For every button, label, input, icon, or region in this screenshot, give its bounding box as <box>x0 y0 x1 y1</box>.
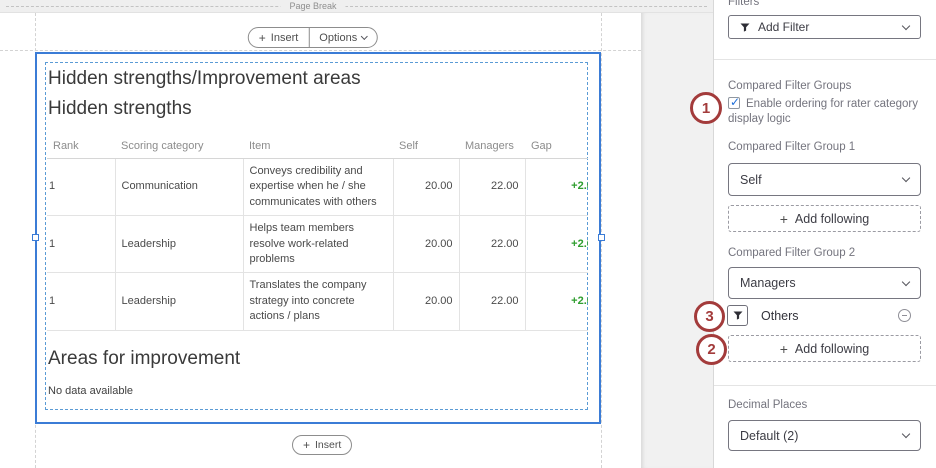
cell-managers: 22.00 <box>458 215 526 274</box>
enable-ordering-checkbox[interactable]: ✓ <box>728 95 741 109</box>
annotation-circle-2: 2 <box>696 334 727 365</box>
add-filter-label: Add Filter <box>758 20 810 34</box>
bottom-insert-toolbar: + Insert <box>292 435 353 455</box>
top-margin-guide <box>0 50 641 51</box>
section-title-areas-for-improvement: Areas for improvement <box>48 348 241 369</box>
add-following-label: Add following <box>794 341 870 356</box>
cell-rank: 1 <box>47 157 116 217</box>
page-break-dashed-line <box>6 6 707 7</box>
page-break-label: Page Break <box>280 0 346 12</box>
insert-button-label: Insert <box>315 439 342 451</box>
enable-ordering-row: ✓ Enable ordering for rater category dis… <box>728 95 922 127</box>
plus-icon: + <box>779 210 788 227</box>
filters-section-label: Filters <box>728 0 760 8</box>
group1-select[interactable]: Self <box>728 163 921 196</box>
others-label: Others <box>761 309 799 323</box>
properties-panel: Filters Add Filter Compared Filter Group… <box>713 0 936 468</box>
ranking-table-wrap: Rank Scoring category Item Self Managers… <box>47 134 588 331</box>
cell-category: Leadership <box>114 215 244 274</box>
cell-gap: +2.00 <box>524 272 588 331</box>
cell-rank: 1 <box>47 215 116 274</box>
cell-managers: 22.00 <box>458 272 526 331</box>
plus-icon: + <box>258 30 266 45</box>
chevron-down-icon <box>901 173 911 183</box>
filter-funnel-icon <box>740 23 750 32</box>
cell-item: Conveys credibility and expertise when h… <box>242 157 394 217</box>
cell-self: 20.00 <box>392 157 460 217</box>
decimal-places-select[interactable]: Default (2) <box>728 420 921 451</box>
cell-self: 20.00 <box>392 272 460 331</box>
cell-item: Translates the company strategy into con… <box>242 272 394 331</box>
options-button[interactable]: Options <box>308 28 377 47</box>
enable-ordering-label: Enable ordering for rater category displ… <box>728 98 918 125</box>
section-title-hidden-strengths: Hidden strengths <box>48 98 192 119</box>
group2-add-following-button[interactable]: + Add following <box>728 335 921 362</box>
ranking-table: Rank Scoring category Item Self Managers… <box>47 134 588 331</box>
decimal-places-label: Decimal Places <box>728 399 808 411</box>
group1-add-following-button[interactable]: + Add following <box>728 205 921 232</box>
col-header-managers: Managers <box>459 134 525 159</box>
no-data-message: No data available <box>48 385 134 397</box>
section-divider <box>714 385 936 386</box>
others-filter-button[interactable] <box>727 305 748 326</box>
resize-handle-right[interactable] <box>598 234 605 241</box>
add-filter-dropdown[interactable]: Add Filter <box>728 15 921 39</box>
plus-icon: + <box>779 340 788 357</box>
cell-gap: +2.00 <box>524 215 588 274</box>
group2-selected-value: Managers <box>740 276 796 290</box>
col-header-rank: Rank <box>47 134 115 159</box>
chevron-down-icon <box>361 32 369 40</box>
chevron-down-icon <box>901 429 911 439</box>
cell-item: Helps team members resolve work-related … <box>242 215 394 274</box>
compared-filter-groups-label: Compared Filter Groups <box>728 80 852 92</box>
table-row: 1 Leadership Translates the company stra… <box>47 272 588 331</box>
chevron-down-icon <box>901 277 911 286</box>
resize-handle-left[interactable] <box>32 234 39 241</box>
decimal-places-selected-value: Default (2) <box>740 428 799 443</box>
plus-icon: + <box>303 438 311 452</box>
col-header-self: Self <box>393 134 459 159</box>
insert-button-label: Insert <box>270 31 299 44</box>
canvas-gutter <box>641 13 713 468</box>
cell-rank: 1 <box>47 272 116 331</box>
insert-options-toolbar: + Insert Options <box>247 27 379 48</box>
widget-title: Hidden strengths/Improvement areas <box>48 68 361 89</box>
chevron-down-icon <box>901 21 911 30</box>
group2-select[interactable]: Managers <box>728 267 921 299</box>
insert-button[interactable]: + Insert <box>249 28 309 47</box>
group1-selected-value: Self <box>740 172 762 187</box>
options-button-label: Options <box>319 31 358 44</box>
cell-category: Leadership <box>114 272 244 331</box>
table-row: 1 Communication Conveys credibility and … <box>47 157 588 217</box>
filter-funnel-icon <box>733 311 742 320</box>
compared-filter-group-1-label: Compared Filter Group 1 <box>728 141 856 153</box>
table-row: 1 Leadership Helps team members resolve … <box>47 215 588 274</box>
col-header-item: Item <box>243 134 393 159</box>
cell-gap: +2.00 <box>524 157 588 217</box>
section-divider <box>714 59 936 60</box>
col-header-gap: Gap <box>525 134 588 159</box>
table-header-row: Rank Scoring category Item Self Managers… <box>47 134 588 159</box>
add-following-label: Add following <box>794 211 870 226</box>
cell-managers: 22.00 <box>458 157 526 217</box>
insert-button-bottom[interactable]: + Insert <box>293 436 351 454</box>
cell-category: Communication <box>114 157 244 217</box>
remove-others-icon[interactable] <box>898 309 911 322</box>
annotation-circle-3: 3 <box>694 301 725 332</box>
page-break-strip: Page Break <box>0 0 713 13</box>
cell-self: 20.00 <box>392 215 460 274</box>
col-header-scoring-category: Scoring category <box>115 134 243 159</box>
compared-filter-group-2-label: Compared Filter Group 2 <box>728 247 856 259</box>
annotation-circle-1: 1 <box>690 92 722 124</box>
checkmark-icon: ✓ <box>730 95 741 109</box>
